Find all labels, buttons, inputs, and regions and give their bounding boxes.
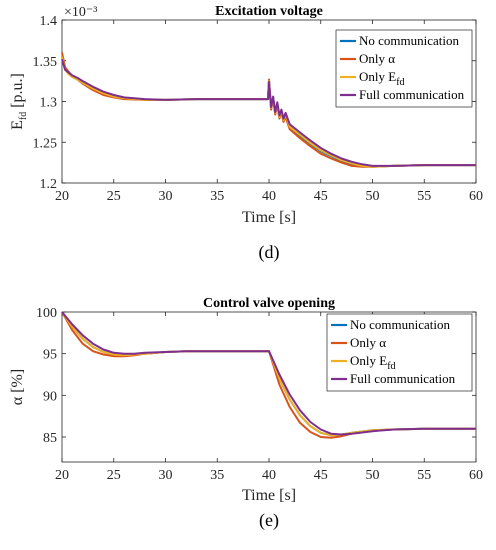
x-tick-label: 30 bbox=[159, 468, 173, 483]
legend-label-1: No communication bbox=[350, 317, 451, 332]
y-tick-label: 1.4 bbox=[40, 14, 58, 29]
x-tick-label: 55 bbox=[417, 189, 431, 204]
x-tick-label: 55 bbox=[417, 468, 431, 483]
x-tick-label: 35 bbox=[210, 468, 224, 483]
y-tick-label: 1.25 bbox=[33, 136, 58, 151]
series-line-4 bbox=[61, 58, 476, 167]
x-tick-label: 30 bbox=[159, 189, 173, 204]
subfigure-label: (e) bbox=[259, 510, 279, 531]
legend-label-1: No communication bbox=[359, 33, 460, 48]
x-axis-label: Time [s] bbox=[242, 209, 296, 226]
legend-label-2: Only α bbox=[350, 335, 386, 350]
y-axis-label: Efd [p.u.] bbox=[9, 73, 29, 130]
chart-title: Excitation voltage bbox=[215, 4, 323, 19]
y-tick-label: 85 bbox=[43, 431, 57, 446]
legend-box bbox=[335, 29, 473, 108]
legend-label-3: Only Efd bbox=[350, 353, 396, 372]
x-tick-label: 35 bbox=[210, 189, 224, 204]
legend-label-4: Full communication bbox=[350, 371, 456, 386]
x-tick-label: 45 bbox=[314, 189, 328, 204]
x-tick-label: 50 bbox=[366, 468, 380, 483]
series-line-4 bbox=[61, 311, 476, 436]
x-axis-label: Time [s] bbox=[242, 487, 296, 504]
subfigure-label: (d) bbox=[259, 242, 280, 263]
legend-label-4: Full communication bbox=[359, 87, 465, 102]
x-tick-label: 45 bbox=[314, 468, 328, 483]
y-tick-label: 1.35 bbox=[33, 55, 58, 70]
x-tick-label: 40 bbox=[262, 189, 276, 204]
x-tick-label: 25 bbox=[107, 468, 121, 483]
y-tick-label: 90 bbox=[43, 389, 57, 404]
chart-panel-1: Excitation voltage 20 25 30 35 40 45 50 55 60 1.2 1… bbox=[9, 4, 483, 263]
y-tick-label: 100 bbox=[36, 306, 57, 321]
chart-panel-2: Control valve opening 20 25 30 35 40 45 50 55 60 8… bbox=[9, 296, 483, 531]
x-tick-label: 60 bbox=[469, 468, 483, 483]
y-multiplier-label: ×10⁻³ bbox=[64, 5, 97, 20]
x-tick-label: 40 bbox=[262, 468, 276, 483]
x-tick-label: 50 bbox=[366, 189, 380, 204]
x-tick-label: 60 bbox=[469, 189, 483, 204]
legend-label-3: Only Efd bbox=[359, 69, 405, 88]
y-tick-label: 1.2 bbox=[40, 177, 58, 192]
y-tick-label: 1.3 bbox=[40, 96, 58, 111]
legend-label-2: Only α bbox=[359, 51, 395, 66]
x-tick-label: 20 bbox=[55, 189, 69, 204]
y-tick-label: 95 bbox=[43, 348, 57, 363]
y-axis-label: α [%] bbox=[9, 369, 26, 405]
x-tick-label: 20 bbox=[55, 468, 69, 483]
x-tick-label: 25 bbox=[107, 189, 121, 204]
chart-title: Control valve opening bbox=[203, 296, 335, 311]
legend-box bbox=[326, 313, 473, 392]
